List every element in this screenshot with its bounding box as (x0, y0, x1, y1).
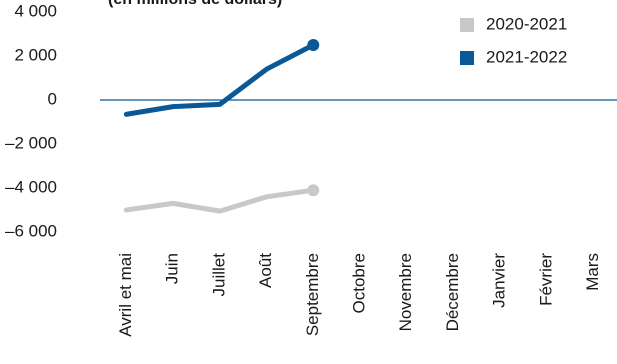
x-tick-label: Décembre (443, 253, 462, 331)
series-line (123, 187, 316, 214)
series-line (123, 42, 316, 117)
y-tick-label: –6 000 (5, 221, 57, 240)
legend-label: 2021-2022 (486, 47, 567, 66)
y-tick-label: 0 (48, 89, 57, 108)
x-tick-label: Mars (583, 253, 602, 291)
chart-subtitle: (en millions de dollars) (108, 0, 282, 8)
end-marker (307, 184, 320, 197)
y-tick-label: –4 000 (5, 177, 57, 196)
y-tick-label: 2 000 (14, 45, 57, 64)
y-tick-label: –2 000 (5, 133, 57, 152)
x-tick-label: Février (536, 253, 555, 306)
legend-swatch (460, 51, 474, 65)
x-tick-label: Novembre (396, 253, 415, 331)
y-tick-label: 4 000 (14, 1, 57, 20)
x-tick-label: Septembre (303, 253, 322, 336)
legend-swatch (460, 18, 474, 32)
x-tick-label: Juillet (209, 253, 228, 297)
legend-label: 2020-2021 (486, 14, 567, 33)
x-tick-label: Août (256, 253, 275, 288)
x-tick-label: Juin (163, 253, 182, 284)
x-tick-label: Octobre (349, 253, 368, 313)
end-marker (307, 39, 320, 51)
x-tick-label: Avril et mai (116, 253, 135, 337)
x-tick-label: Janvier (490, 253, 509, 308)
